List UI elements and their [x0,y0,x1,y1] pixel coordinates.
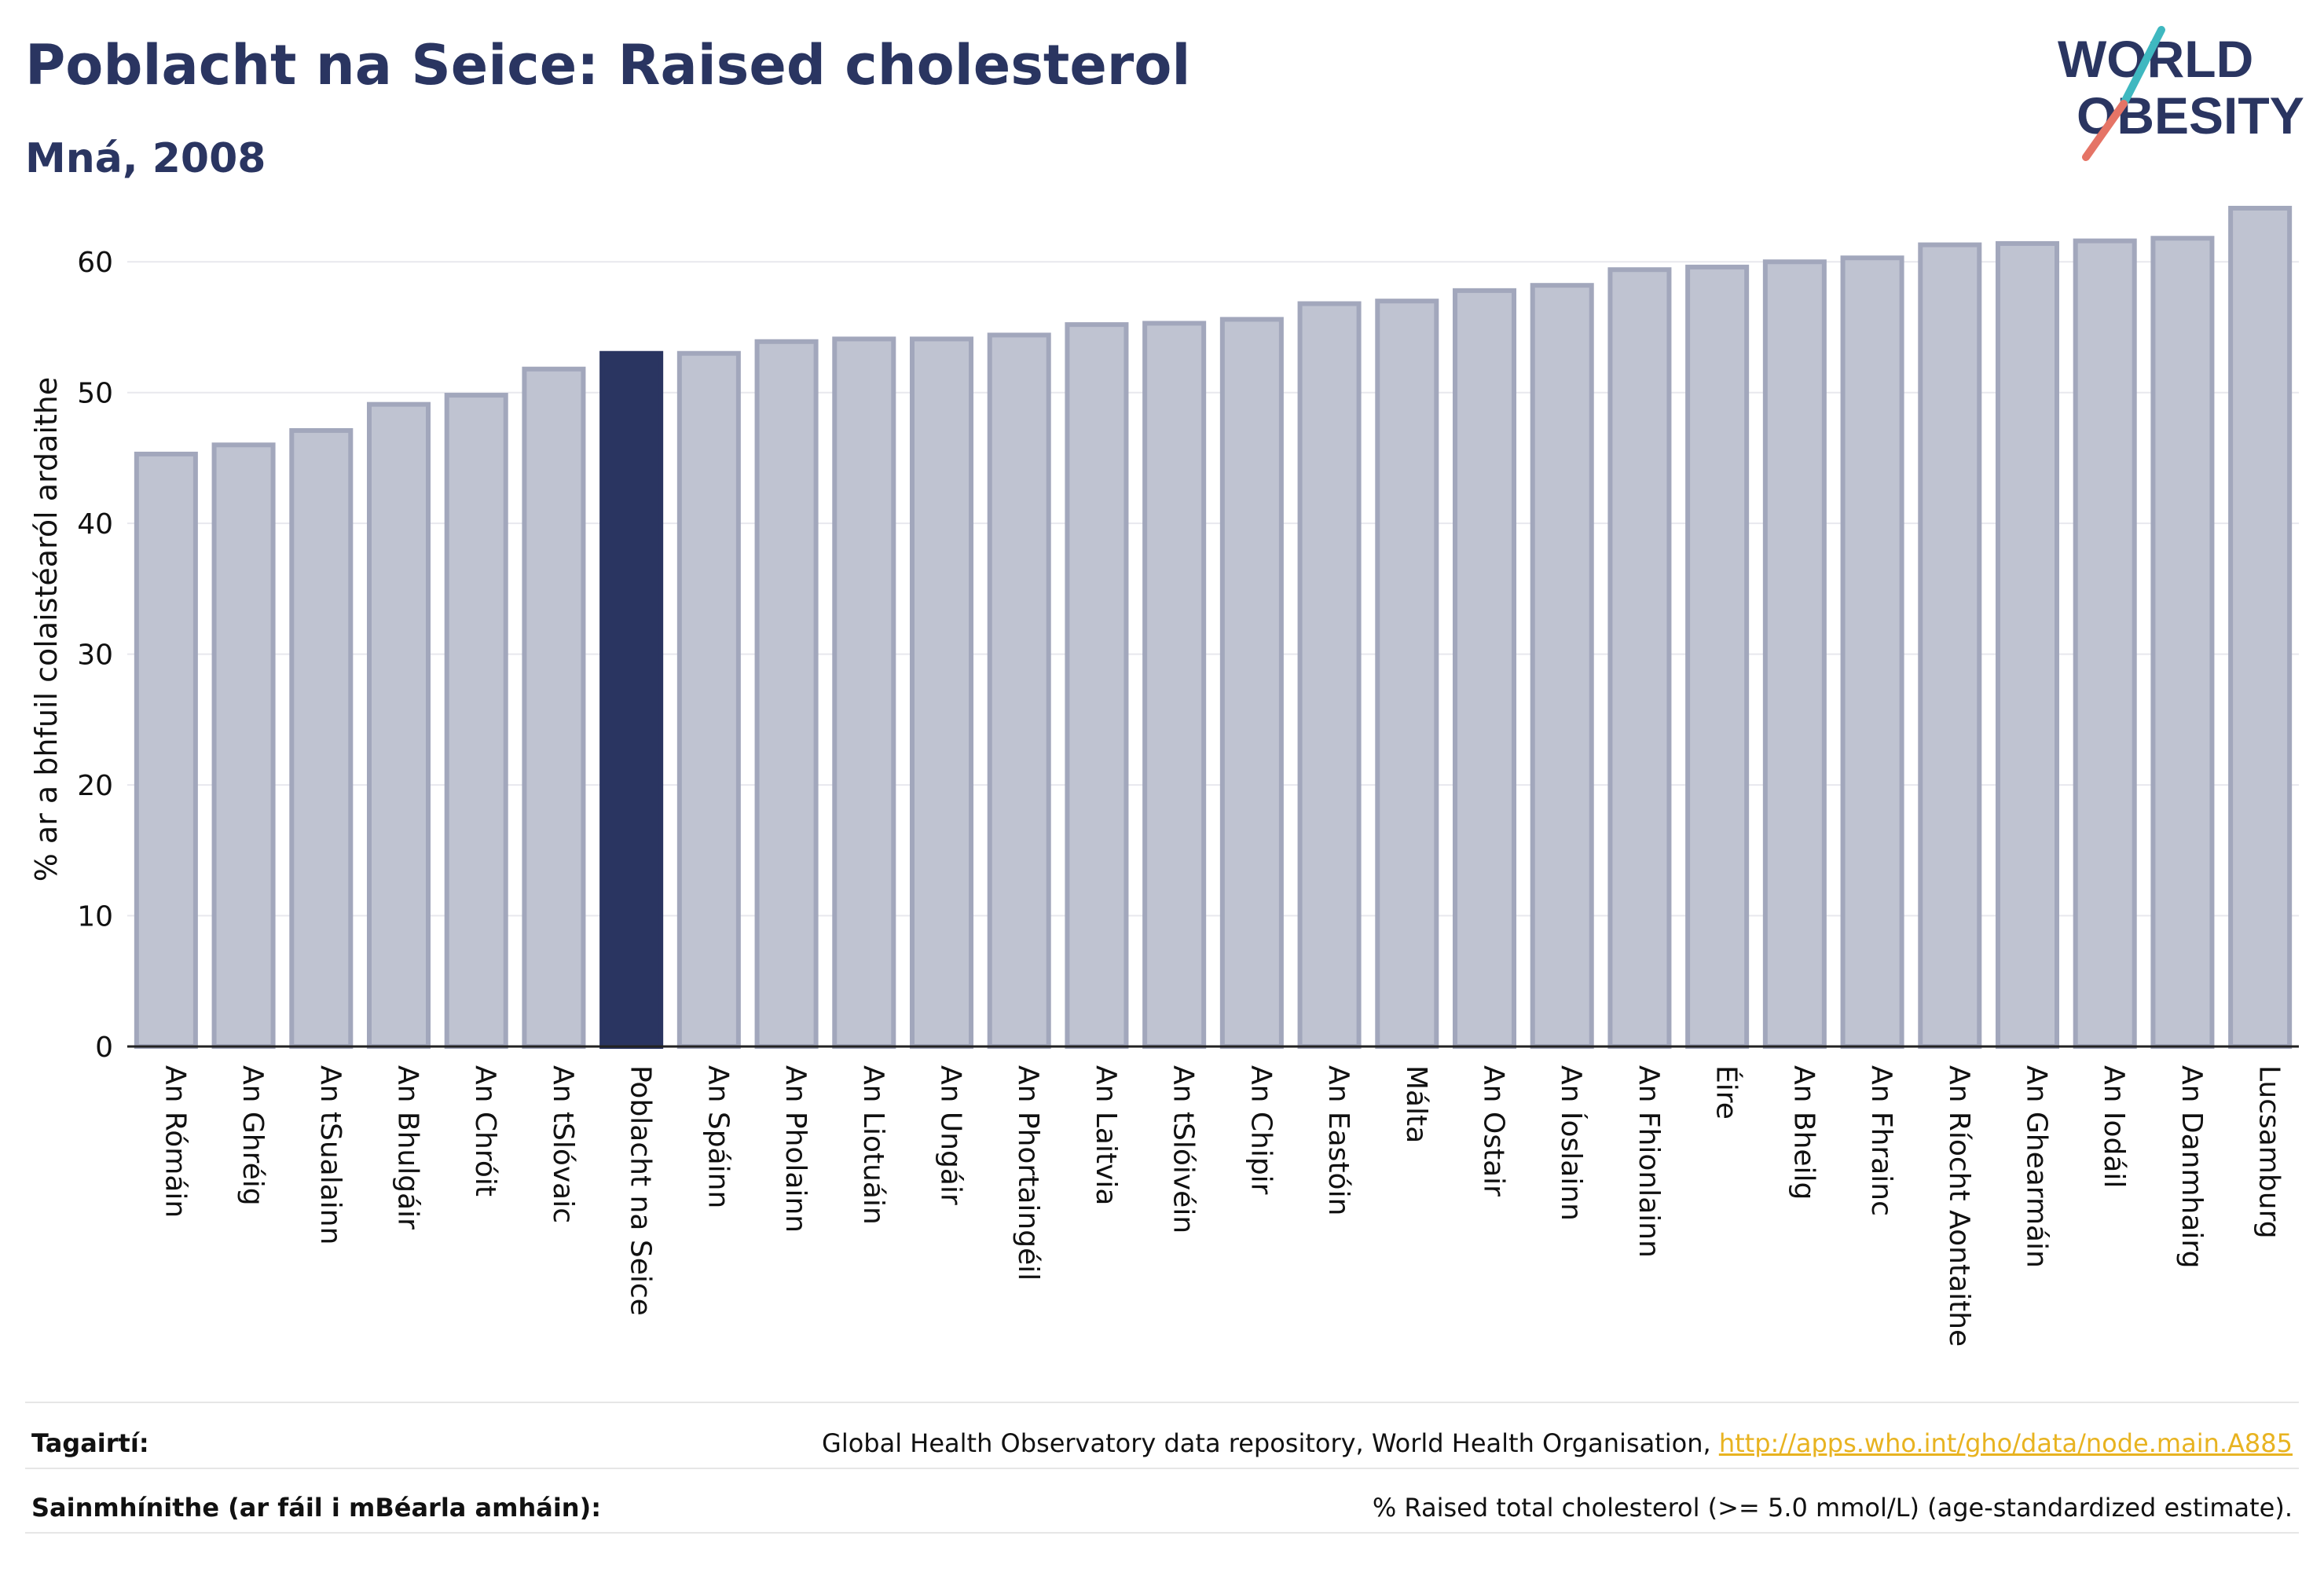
references-row: Tagairtí: Global Health Observatory data… [25,1428,2299,1460]
x-tick-label: An Ríocht Aontaithe [1943,1065,1975,1347]
bar-chart: 0 10 20 30 40 50 60 An Rómáin An Ghréig An tSuala… [29,205,2299,1347]
bar [676,350,741,1049]
x-tick-label: Éire [1710,1065,1743,1120]
x-tick-label: An Iodáil [2098,1065,2130,1188]
bar [1065,322,1129,1049]
bar [2228,205,2293,1049]
bar [1530,283,1594,1049]
bar [1142,321,1207,1049]
bar [1297,301,1362,1049]
bar [1219,317,1284,1050]
definitions-label: Sainmhínithe (ar fáil i mBéarla amháin): [31,1493,601,1523]
page-title: Poblacht na Seice: Raised cholesterol [25,33,1191,97]
definitions-value: % Raised total cholesterol (>= 5.0 mmol/… [1372,1493,2293,1523]
x-tick-label: An Fhrainc [1865,1065,1897,1216]
x-tick-label: An Spáinn [702,1065,734,1208]
y-axis-label: % ar a bhfuil colaistéaról ardaithe [29,377,64,882]
world-obesity-logo: WORLD OBESITY [2058,26,2304,161]
bar [2073,238,2137,1049]
bar [1840,255,1904,1049]
x-tick-label: An Chróit [469,1065,501,1197]
bar [366,401,431,1049]
y-tick-label: 0 [95,1032,113,1064]
bar [754,339,819,1050]
x-tick-label: An Ghréig [236,1065,269,1206]
bar [1995,240,2060,1049]
bar [522,366,586,1049]
footer: Tagairtí: Global Health Observatory data… [25,1402,2299,1535]
x-tick-label: An Fhionlainn [1633,1065,1665,1258]
x-tick-label: An Liotuáin [857,1065,889,1225]
tick-labels: 0 10 20 30 40 50 60 An Rómáin An Ghréig An tSuala… [77,247,2285,1347]
x-tick-label: An Ungáir [935,1065,967,1205]
logo-slash-teal-icon [2120,26,2165,108]
x-tick-label: An Phortaingéil [1012,1065,1044,1281]
bar [1762,259,1827,1049]
bar [987,332,1051,1049]
bars [134,205,2293,1050]
bar [1685,264,1750,1049]
y-tick-label: 30 [77,640,113,672]
x-tick-label: An Chipir [1244,1065,1277,1195]
x-tick-label: An Bhulgáir [392,1065,424,1230]
bar [289,427,354,1049]
bar [1918,242,1982,1049]
x-tick-label: An Rómáin [159,1065,191,1218]
references-link[interactable]: http://apps.who.int/gho/data/node.main.A… [1718,1428,2293,1458]
references-text: Global Health Observatory data repositor… [822,1428,1719,1458]
x-tick-label: An Laitvia [1090,1065,1122,1206]
x-tick-label: Poblacht na Seice [625,1065,657,1316]
y-tick-label: 10 [77,901,113,933]
bar [211,442,276,1049]
bar [444,393,508,1049]
y-tick-label: 20 [77,770,113,802]
page-subtitle: Mná, 2008 [25,135,266,182]
x-tick-label: An Bheilg [1787,1065,1820,1200]
x-tick-label: Málta [1400,1065,1432,1143]
x-tick-label: An Ostair [1478,1065,1510,1197]
logo-slash-coral-icon [2082,100,2128,161]
definitions-row: Sainmhínithe (ar fáil i mBéarla amháin):… [25,1493,2299,1524]
x-tick-label: An tSualainn [314,1065,346,1244]
x-tick-label: An Íoslainn [1555,1065,1588,1221]
x-tick-label: An Ghearmáin [2021,1065,2053,1268]
y-tick-label: 60 [77,247,113,279]
x-tick-label: An Pholainn [779,1065,812,1233]
references-label: Tagairtí: [31,1428,149,1458]
bar [134,451,198,1049]
bar [1452,288,1517,1049]
x-tick-label: Lucsamburg [2253,1065,2286,1239]
bar [1375,299,1439,1049]
bar-highlighted [599,350,664,1049]
bar [909,336,974,1050]
references-value: Global Health Observatory data repositor… [822,1428,2293,1458]
x-tick-label: An tSlóivéin [1167,1065,1200,1233]
y-tick-label: 40 [77,508,113,541]
bar [2150,236,2215,1049]
x-tick-label: An Danmhairg [2176,1065,2208,1268]
bar [832,336,896,1050]
bar [1607,267,1672,1050]
x-tick-label: An Eastóin [1322,1065,1354,1215]
x-tick-label: An tSlóvaic [547,1065,579,1223]
y-tick-label: 50 [77,378,113,410]
